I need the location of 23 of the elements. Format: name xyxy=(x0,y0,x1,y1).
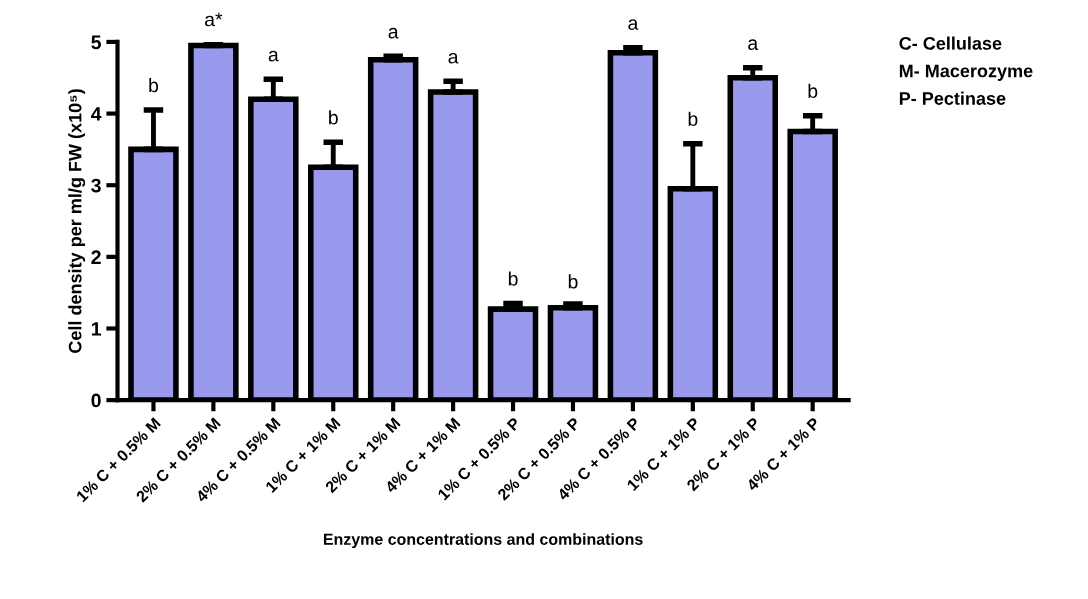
annotation: a xyxy=(388,27,399,39)
x-axis-title: Enzyme concentrations and combinations xyxy=(323,533,643,549)
annotation: b xyxy=(149,77,159,93)
annotation: a* xyxy=(205,12,223,27)
text: C- Cellulase xyxy=(899,36,1002,50)
annotation: b xyxy=(688,111,698,126)
annotation: a xyxy=(748,39,759,50)
annotation: b xyxy=(329,110,338,125)
y-tick-label: 1 xyxy=(91,322,101,336)
text: P- Pectinase xyxy=(899,91,1006,105)
y-tick-label: 3 xyxy=(91,178,101,193)
y-tick-label: 5 xyxy=(91,35,101,50)
annotation: b xyxy=(808,83,818,98)
text: M- Macerozyme xyxy=(899,64,1033,81)
y-tick-label: 4 xyxy=(91,107,102,121)
y-tick-label: 0 xyxy=(91,393,101,408)
y-tick-label: 2 xyxy=(91,250,101,264)
annotation: a xyxy=(268,50,279,62)
annotation: b xyxy=(568,274,578,289)
annotation: a xyxy=(448,52,459,64)
annotation: a xyxy=(628,19,639,30)
annotation: b xyxy=(508,271,518,286)
y-axis-title: Cell density per ml/g FW (x10⁵) xyxy=(68,89,86,353)
